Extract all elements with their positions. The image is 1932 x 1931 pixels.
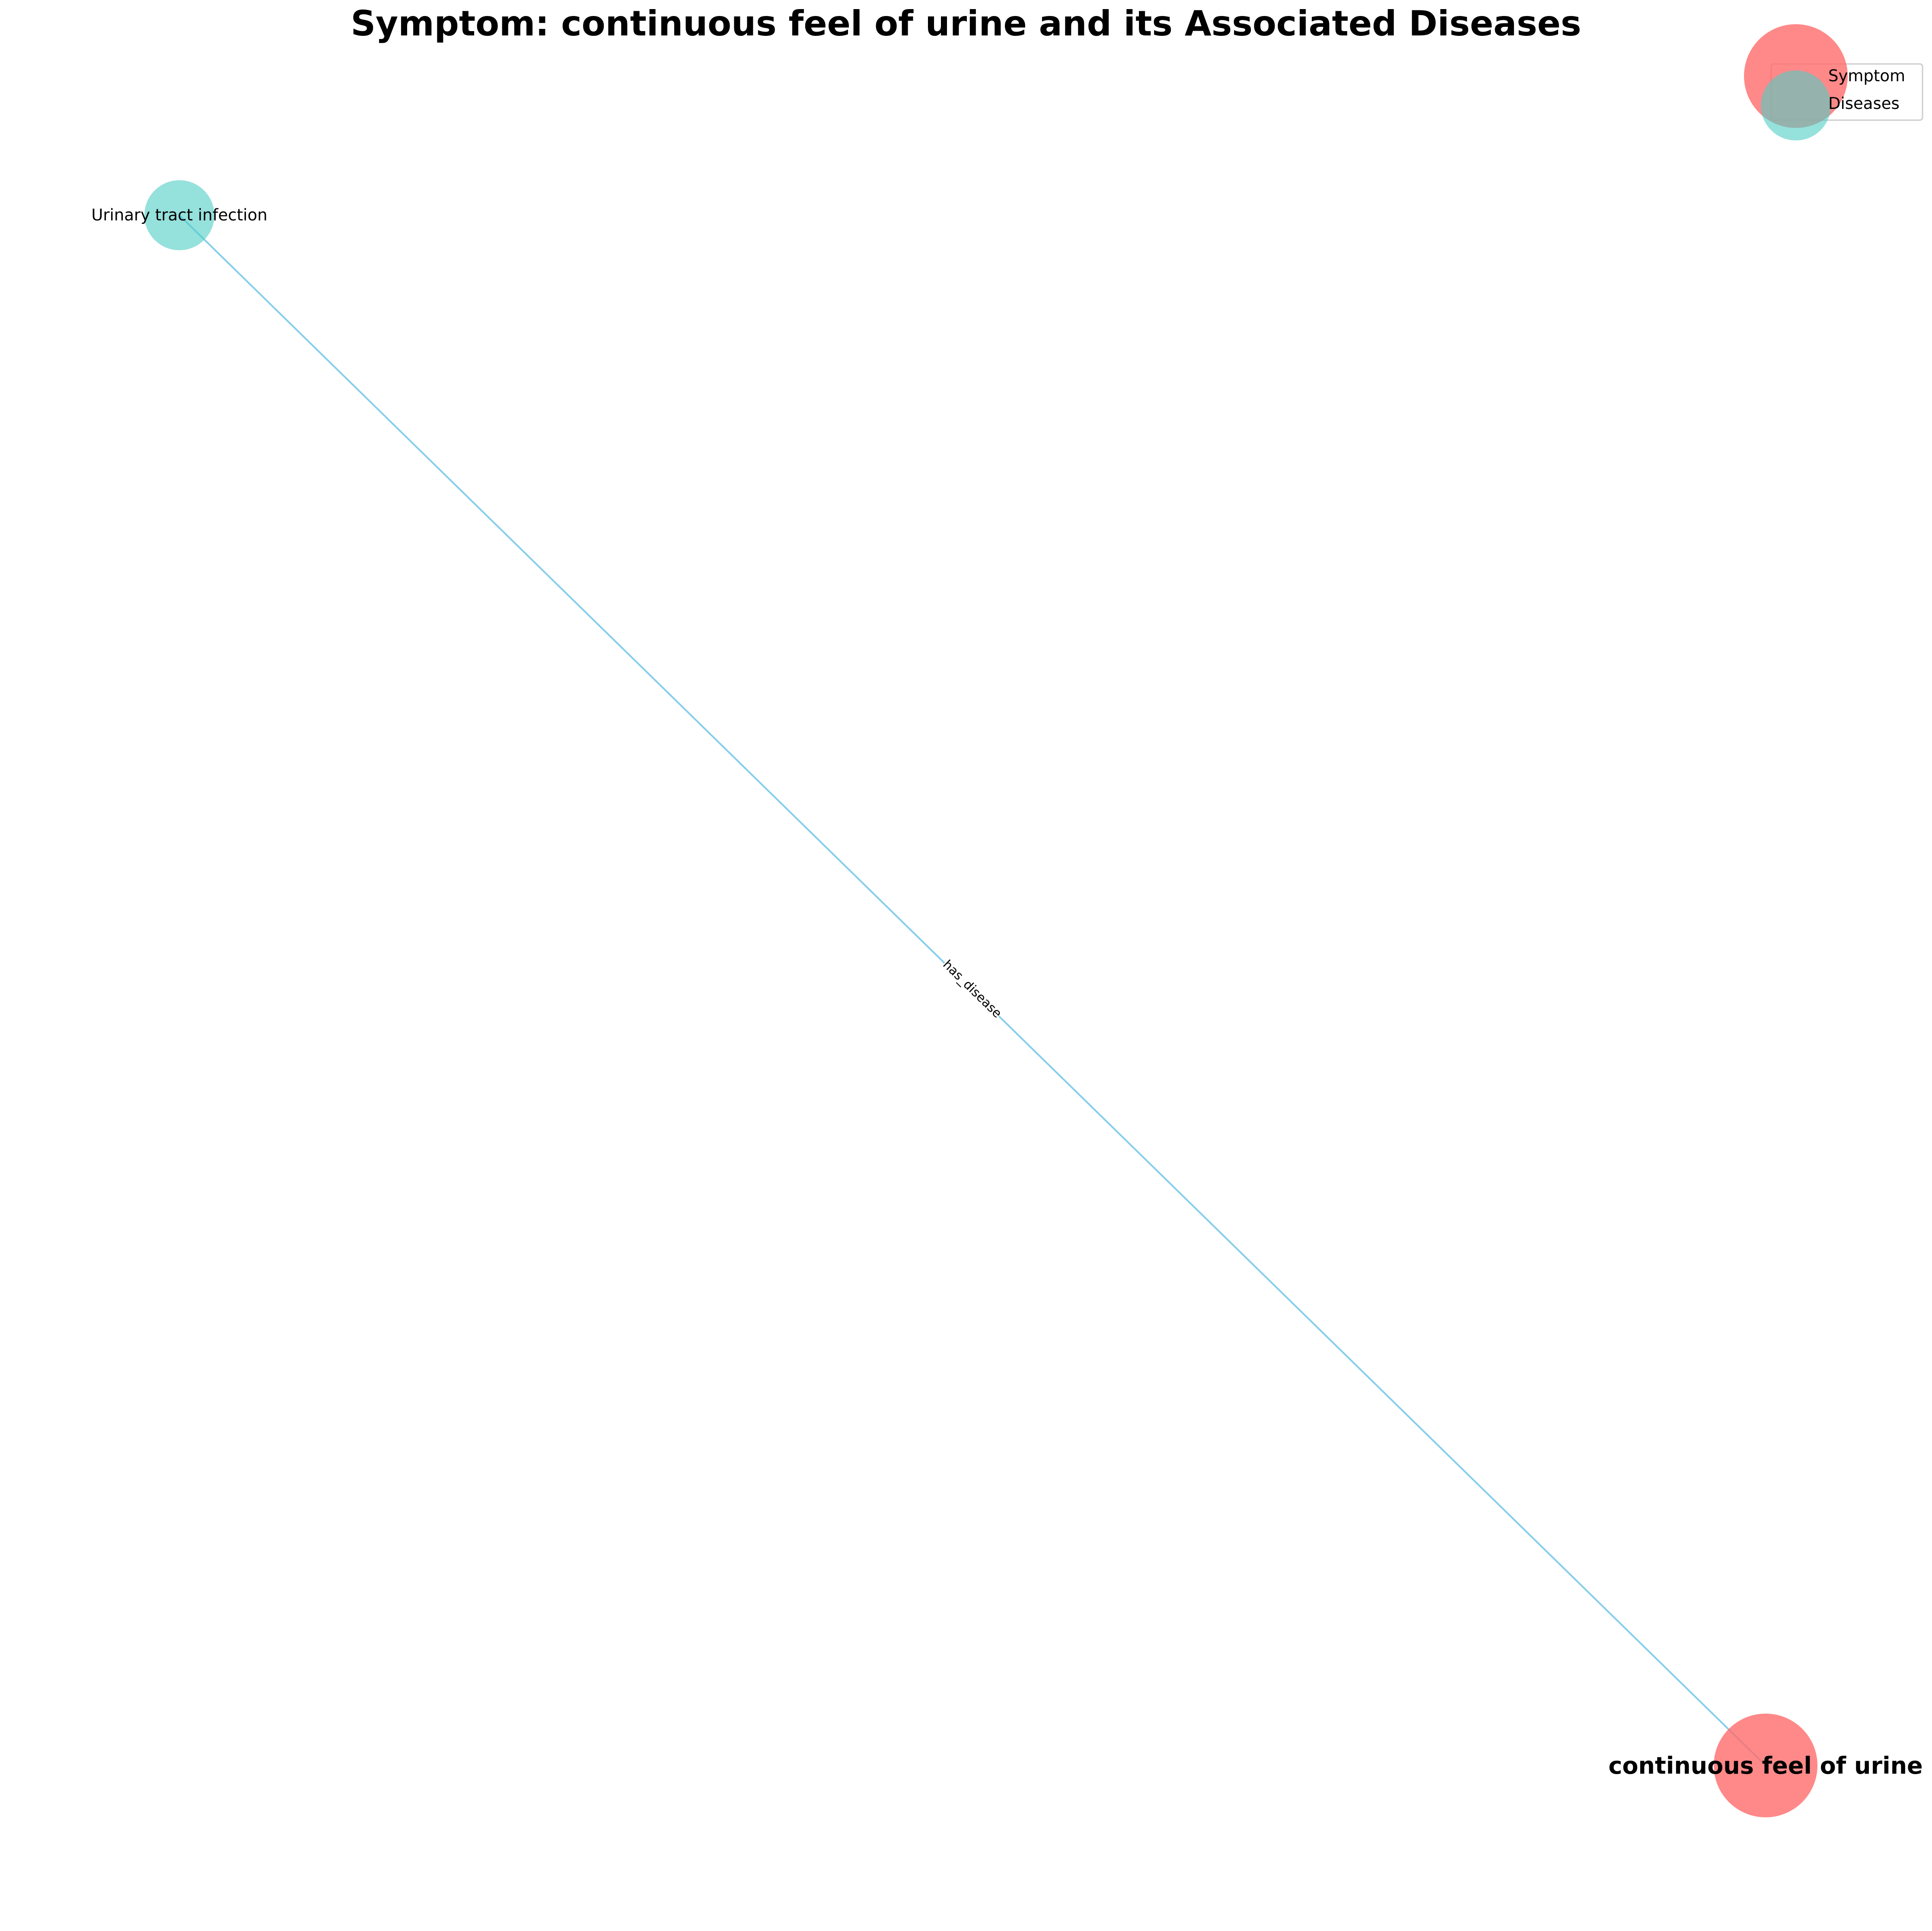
edge-label-group: has_disease [939, 956, 1006, 1022]
symptom-node[interactable] [1714, 1714, 1817, 1817]
edge-label: has_disease [940, 957, 1004, 1020]
legend: Symptom Diseases [1744, 24, 1923, 140]
symptom-node-label: continuous feel of urine [1608, 1752, 1922, 1779]
disease-node-label: Urinary tract infection [91, 206, 267, 224]
legend-diseases-marker [1761, 70, 1831, 140]
legend-diseases-label: Diseases [1828, 94, 1900, 113]
disease-node[interactable] [144, 180, 214, 250]
legend-symptom-label: Symptom [1828, 67, 1905, 85]
edge-label-background [939, 956, 1006, 1022]
graph-title: Symptom: continuous feel of urine and it… [351, 3, 1581, 44]
